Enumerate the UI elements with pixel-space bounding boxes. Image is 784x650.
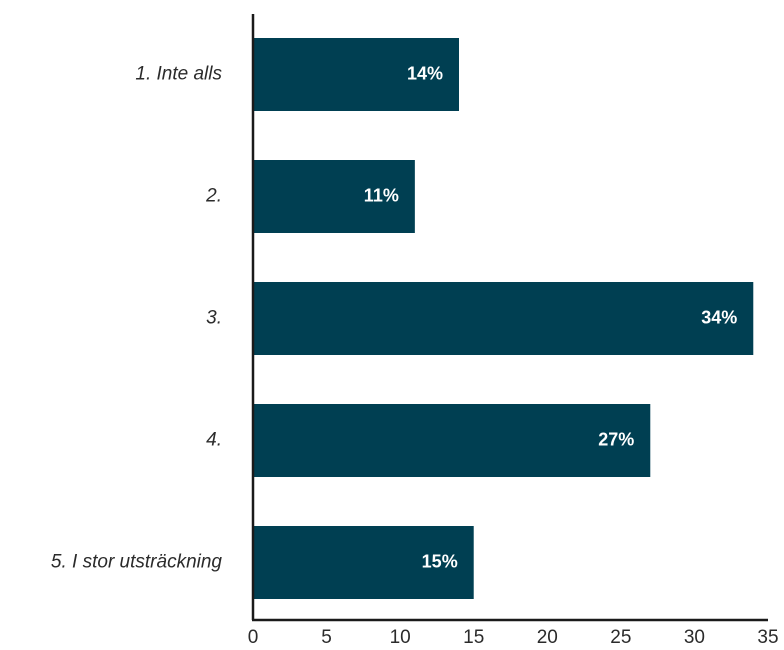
x-tick-label: 25: [610, 627, 631, 648]
bar-labels-group: 14% 11% 34% 27% 15%: [364, 63, 737, 571]
bar: [253, 282, 754, 355]
x-tick-label: 0: [248, 627, 259, 648]
category-label: 4.: [206, 430, 222, 451]
bar: [253, 526, 474, 599]
bar-value-label: 11%: [364, 185, 399, 205]
bar: [253, 38, 459, 111]
category-label: 1. Inte alls: [135, 64, 222, 85]
bar-value-label: 14%: [407, 63, 443, 83]
category-label: 5. I stor utsträckning: [51, 552, 223, 573]
category-label: 2.: [205, 186, 222, 207]
bars-group: [253, 38, 754, 599]
x-tick-label: 15: [463, 627, 484, 648]
category-labels-group: 1. Inte alls 2. 3. 4. 5. I stor utsträckning: [51, 64, 223, 573]
x-tick-label: 20: [537, 627, 558, 648]
category-label: 3.: [206, 308, 222, 329]
x-tick-label: 35: [757, 627, 778, 648]
bar-value-label: 27%: [598, 429, 634, 449]
bar: [253, 404, 651, 477]
x-tick-label: 30: [684, 627, 705, 648]
x-tick-label: 5: [321, 627, 332, 648]
bar-value-label: 15%: [422, 551, 458, 571]
bar-value-label: 34%: [701, 307, 737, 327]
x-tick-label: 10: [390, 627, 411, 648]
bar: [253, 160, 415, 233]
x-tick-labels-group: 0 5 10 15 20 25 30 35: [248, 627, 779, 648]
